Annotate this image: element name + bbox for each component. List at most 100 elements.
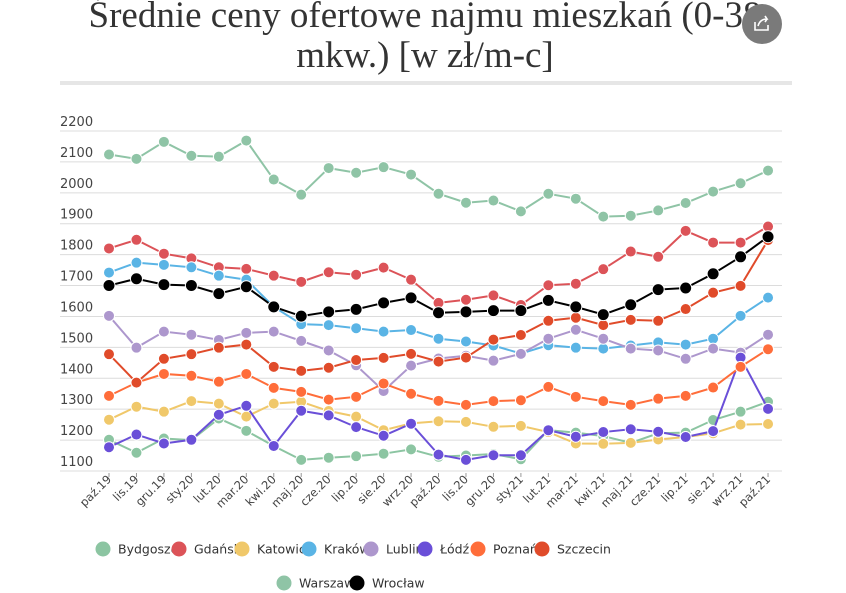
data-point[interactable]	[652, 392, 665, 405]
data-point[interactable]	[707, 425, 720, 438]
data-point[interactable]	[103, 441, 115, 454]
data-point[interactable]	[103, 266, 115, 279]
data-point[interactable]	[322, 266, 335, 279]
data-point[interactable]	[240, 367, 253, 380]
data-point[interactable]	[185, 348, 198, 361]
data-point[interactable]	[514, 394, 527, 407]
data-point[interactable]	[762, 418, 775, 431]
data-point[interactable]	[295, 334, 308, 347]
data-point[interactable]	[542, 332, 555, 345]
data-point[interactable]	[459, 293, 472, 306]
data-point[interactable]	[212, 375, 225, 388]
data-point[interactable]	[652, 344, 665, 357]
data-point[interactable]	[295, 385, 308, 398]
data-point[interactable]	[130, 428, 143, 441]
data-point[interactable]	[679, 389, 692, 402]
data-point[interactable]	[350, 390, 363, 403]
data-point[interactable]	[597, 437, 610, 450]
data-point[interactable]	[267, 300, 281, 314]
data-point[interactable]	[322, 344, 335, 357]
data-point[interactable]	[597, 332, 610, 345]
data-point[interactable]	[157, 135, 170, 148]
data-point[interactable]	[459, 196, 472, 209]
data-point[interactable]	[322, 162, 335, 175]
data-point[interactable]	[486, 304, 500, 318]
data-point[interactable]	[762, 328, 775, 341]
data-point[interactable]	[459, 453, 472, 466]
data-point[interactable]	[432, 394, 445, 407]
data-point[interactable]	[103, 348, 115, 361]
data-point[interactable]	[762, 343, 775, 356]
data-point[interactable]	[350, 166, 363, 179]
data-point[interactable]	[624, 209, 637, 222]
data-point[interactable]	[157, 352, 170, 365]
data-point[interactable]	[459, 305, 473, 319]
data-point[interactable]	[103, 242, 115, 255]
legend-item-Poznań[interactable]: Poznań	[470, 541, 538, 557]
data-point[interactable]	[377, 296, 391, 310]
data-point[interactable]	[267, 360, 280, 373]
data-point[interactable]	[350, 354, 363, 367]
data-point[interactable]	[212, 269, 225, 282]
data-point[interactable]	[514, 304, 528, 318]
data-point[interactable]	[734, 360, 747, 373]
data-point[interactable]	[624, 313, 637, 326]
data-point[interactable]	[459, 415, 472, 428]
data-point[interactable]	[651, 283, 665, 297]
data-point[interactable]	[212, 408, 225, 421]
data-point[interactable]	[707, 332, 720, 345]
data-point[interactable]	[514, 449, 527, 462]
data-point[interactable]	[762, 291, 775, 304]
data-point[interactable]	[487, 289, 500, 302]
data-point[interactable]	[350, 450, 363, 463]
data-point[interactable]	[542, 187, 555, 200]
data-point[interactable]	[597, 319, 610, 332]
data-point[interactable]	[130, 256, 143, 269]
data-point[interactable]	[377, 429, 390, 442]
data-point[interactable]	[679, 197, 692, 210]
data-point[interactable]	[267, 269, 280, 282]
data-point[interactable]	[240, 134, 253, 147]
data-point[interactable]	[102, 279, 116, 293]
data-point[interactable]	[350, 322, 363, 335]
data-point[interactable]	[295, 364, 308, 377]
data-point[interactable]	[652, 204, 665, 217]
data-point[interactable]	[267, 173, 280, 186]
data-point[interactable]	[597, 426, 610, 439]
data-point[interactable]	[185, 395, 198, 408]
data-point[interactable]	[157, 367, 170, 380]
legend-item-Szczecin[interactable]: Szczecin	[534, 541, 611, 557]
data-point[interactable]	[569, 300, 583, 314]
data-point[interactable]	[569, 192, 582, 205]
data-point[interactable]	[707, 185, 720, 198]
data-point[interactable]	[679, 281, 693, 295]
data-point[interactable]	[459, 398, 472, 411]
legend-item-Kraków[interactable]: Kraków	[301, 541, 370, 557]
data-point[interactable]	[405, 359, 418, 372]
data-point[interactable]	[707, 342, 720, 355]
data-point[interactable]	[762, 402, 775, 415]
data-point[interactable]	[185, 261, 198, 274]
data-point[interactable]	[294, 309, 308, 323]
data-point[interactable]	[514, 347, 527, 360]
data-point[interactable]	[542, 279, 555, 292]
data-point[interactable]	[240, 399, 253, 412]
data-point[interactable]	[652, 425, 665, 438]
data-point[interactable]	[706, 267, 720, 281]
legend-item-Bydgoszcz[interactable]: Bydgoszcz	[95, 541, 185, 557]
data-point[interactable]	[349, 302, 363, 316]
data-point[interactable]	[432, 306, 446, 320]
data-point[interactable]	[707, 236, 720, 249]
data-point[interactable]	[405, 387, 418, 400]
data-point[interactable]	[679, 303, 692, 316]
legend-item-Katowice[interactable]: Katowice	[234, 541, 314, 557]
data-point[interactable]	[597, 395, 610, 408]
data-point[interactable]	[432, 415, 445, 428]
data-point[interactable]	[597, 263, 610, 276]
data-point[interactable]	[707, 381, 720, 394]
data-point[interactable]	[432, 332, 445, 345]
data-point[interactable]	[157, 247, 170, 260]
data-point[interactable]	[157, 437, 170, 450]
data-point[interactable]	[652, 314, 665, 327]
data-point[interactable]	[130, 152, 143, 165]
